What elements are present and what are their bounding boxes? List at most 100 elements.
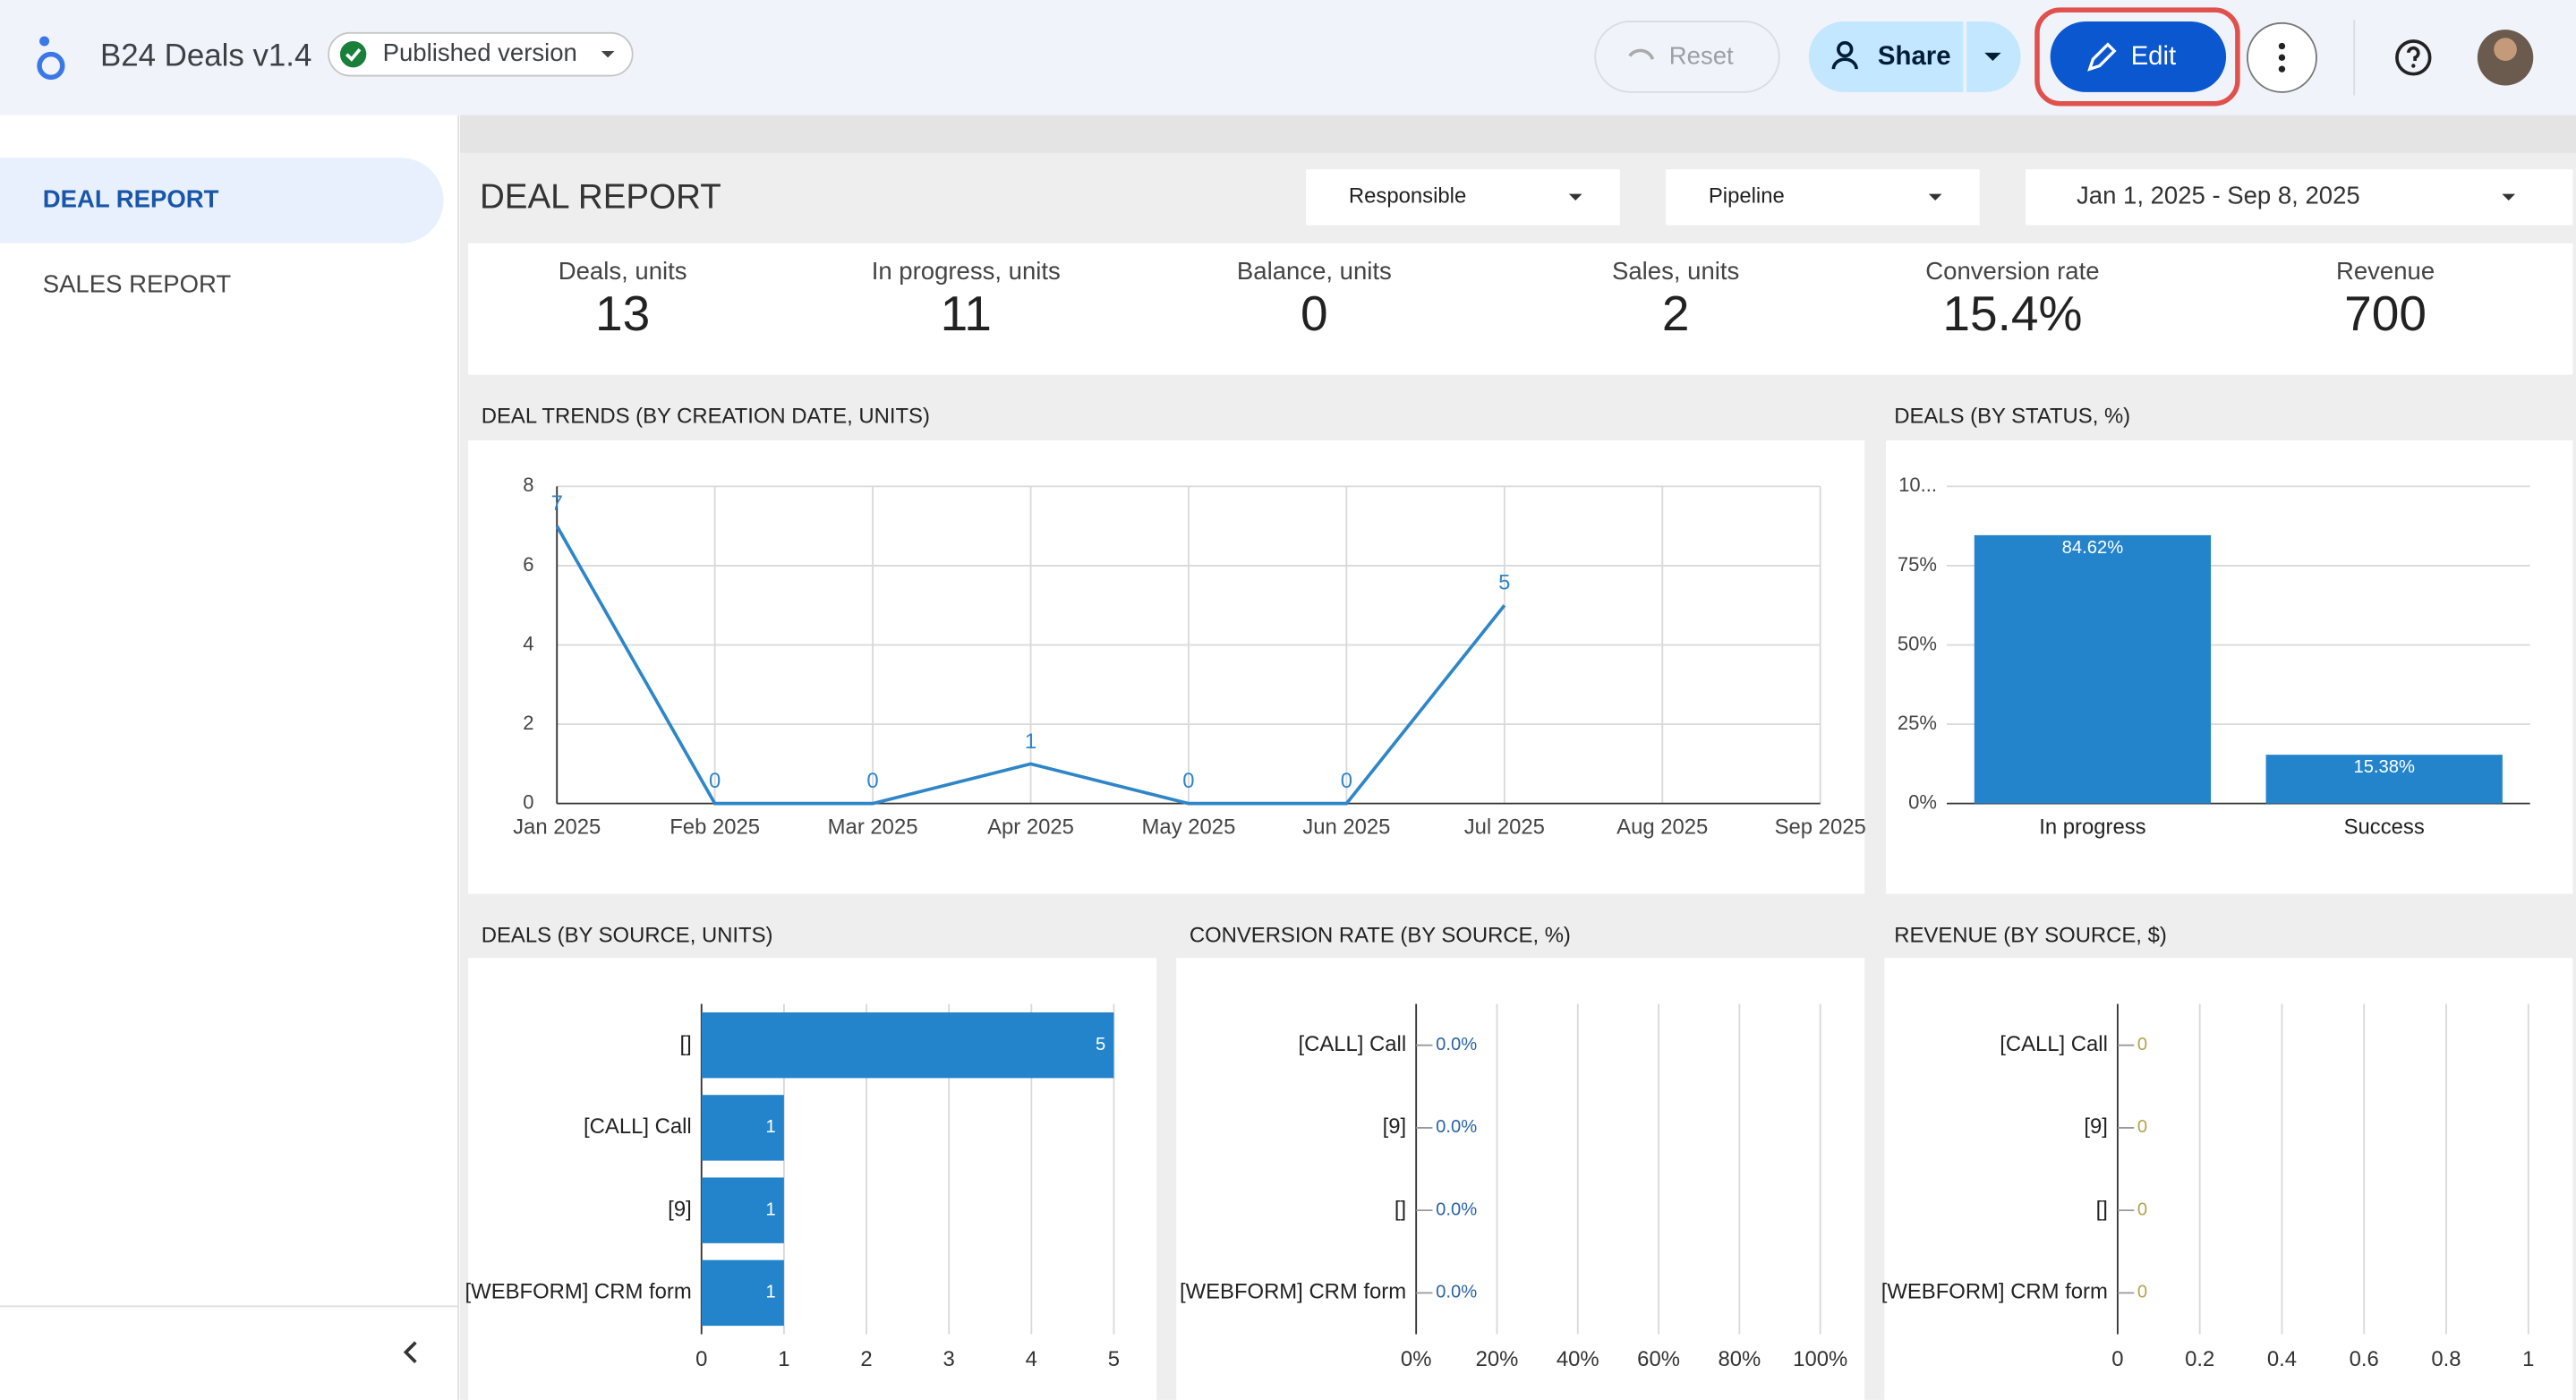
sidebar	[0, 115, 459, 1400]
kpi-label: In progress, units	[872, 257, 1061, 285]
report-title: DEAL REPORT	[480, 177, 721, 216]
y-tick-label: 2	[523, 712, 533, 734]
kpi-value: 11	[941, 286, 992, 341]
kpi-label: Sales, units	[1612, 257, 1739, 285]
x-tick-label: 0.4	[2267, 1347, 2297, 1371]
nav-item[interactable]: SALES REPORT	[43, 270, 232, 298]
chart-card	[1176, 958, 1865, 1400]
x-tick-label: 60%	[1637, 1347, 1680, 1371]
x-tick-label: 20%	[1476, 1347, 1519, 1371]
x-tick-label: 2	[860, 1347, 872, 1371]
x-tick-label: Sep 2025	[1775, 815, 1866, 839]
canvas-strip	[459, 115, 2576, 153]
filter-label: Responsible	[1349, 184, 1466, 209]
x-tick-label: In progress	[2039, 815, 2145, 839]
bar	[701, 1259, 784, 1327]
filter-label: Pipeline	[1709, 184, 1785, 209]
data-label: 5	[1096, 1035, 1105, 1054]
kpi-card	[468, 243, 2573, 375]
nav-active	[0, 158, 444, 243]
y-tick-label: [WEBFORM] CRM form	[1881, 1280, 2108, 1304]
y-tick-label: 75%	[1898, 553, 1937, 576]
y-tick-label: 0	[523, 790, 533, 813]
y-tick-label: 0%	[1908, 790, 1937, 813]
edit-label: Edit	[2131, 41, 2177, 71]
x-tick-label: 3	[943, 1347, 955, 1371]
help-button[interactable]	[2395, 39, 2432, 76]
x-tick-label: 5	[1108, 1347, 1120, 1371]
kpi-value: 700	[2344, 286, 2427, 341]
chart-title: REVENUE (BY SOURCE, $)	[1894, 924, 2167, 948]
kpi-label: Revenue	[2336, 257, 2435, 285]
kpi-value: 0	[1301, 286, 1328, 341]
avatar[interactable]	[2477, 30, 2534, 86]
x-tick-label: 0	[695, 1347, 707, 1371]
x-tick-label: 4	[1026, 1347, 1037, 1371]
data-label: 0	[1182, 769, 1194, 793]
y-tick-label: []	[1395, 1197, 1406, 1221]
y-tick-label: [9]	[2084, 1114, 2108, 1139]
y-tick-label: [WEBFORM] CRM form	[1180, 1280, 1406, 1304]
share-button[interactable]: Share	[1808, 21, 2021, 92]
app-title: B24 Deals v1.4	[100, 38, 311, 73]
y-tick-label: []	[679, 1032, 691, 1056]
data-label: 0	[2137, 1117, 2147, 1137]
chart-title: DEAL TRENDS (BY CREATION DATE, UNITS)	[482, 405, 930, 429]
status-chip[interactable]: Published version	[328, 31, 634, 77]
x-tick-label: Mar 2025	[828, 815, 918, 839]
data-label: 0	[1341, 769, 1352, 793]
y-tick-label: [WEBFORM] CRM form	[465, 1280, 692, 1304]
kpi-label: Conversion rate	[1925, 257, 2099, 285]
filter[interactable]: Pipeline	[1666, 169, 1980, 226]
x-tick-label: Jul 2025	[1464, 815, 1545, 839]
x-tick-label: 1	[2522, 1347, 2534, 1371]
data-label: 7	[551, 491, 563, 516]
y-tick-label: 4	[523, 632, 533, 654]
more-button[interactable]	[2246, 21, 2317, 93]
filter[interactable]: Responsible	[1306, 169, 1620, 226]
reset-button[interactable]: Reset	[1594, 21, 1780, 93]
x-tick-label: Jan 2025	[513, 815, 601, 839]
y-tick-label: 10...	[1898, 474, 1937, 496]
y-tick-label: [CALL] Call	[1298, 1032, 1406, 1056]
reset-label: Reset	[1669, 42, 1734, 70]
chart-card	[1884, 958, 2573, 1400]
x-tick-label: May 2025	[1142, 815, 1236, 839]
edit-button[interactable]: Edit	[2050, 21, 2227, 92]
data-label: 0	[2137, 1199, 2147, 1219]
data-label: 0.0%	[1436, 1035, 1477, 1054]
x-tick-label: Aug 2025	[1616, 815, 1708, 839]
x-tick-label: 0.2	[2185, 1347, 2214, 1371]
y-tick-label: [9]	[668, 1197, 692, 1221]
highlight-outline	[2034, 7, 2240, 107]
chart-title: CONVERSION RATE (BY SOURCE, %)	[1190, 924, 1571, 948]
kpi-value: 13	[595, 286, 650, 341]
bar	[701, 1177, 784, 1243]
data-label: 5	[1498, 571, 1510, 595]
y-tick-label: [CALL] Call	[2000, 1032, 2108, 1056]
date-filter[interactable]: Jan 1, 2025 - Sep 8, 2025	[2026, 169, 2573, 226]
data-label: 0.0%	[1436, 1199, 1477, 1219]
x-tick-label: Success	[2344, 815, 2425, 839]
x-tick-label: 0	[2111, 1347, 2123, 1371]
bar	[701, 1095, 784, 1161]
kpi-label: Deals, units	[559, 257, 687, 285]
x-tick-label: 0.8	[2431, 1347, 2461, 1371]
kpi-value: 15.4%	[1942, 286, 2082, 341]
y-tick-label: 6	[523, 553, 533, 576]
data-label: 0	[866, 769, 878, 793]
collapse-button[interactable]	[403, 1341, 417, 1363]
x-tick-label: 0%	[1401, 1347, 1431, 1371]
bar	[1974, 534, 2212, 804]
chart-card	[468, 440, 1865, 894]
x-tick-label: 80%	[1719, 1347, 1761, 1371]
x-tick-label: 40%	[1557, 1347, 1599, 1371]
nav-item[interactable]: DEAL REPORT	[43, 184, 219, 212]
data-label: 15.38%	[2353, 757, 2415, 777]
x-tick-label: Feb 2025	[670, 815, 760, 839]
y-tick-label: 50%	[1898, 632, 1937, 654]
chart-title: DEALS (BY SOURCE, UNITS)	[482, 924, 773, 948]
data-label: 1	[765, 1283, 775, 1302]
kpi-value: 2	[1662, 286, 1690, 341]
